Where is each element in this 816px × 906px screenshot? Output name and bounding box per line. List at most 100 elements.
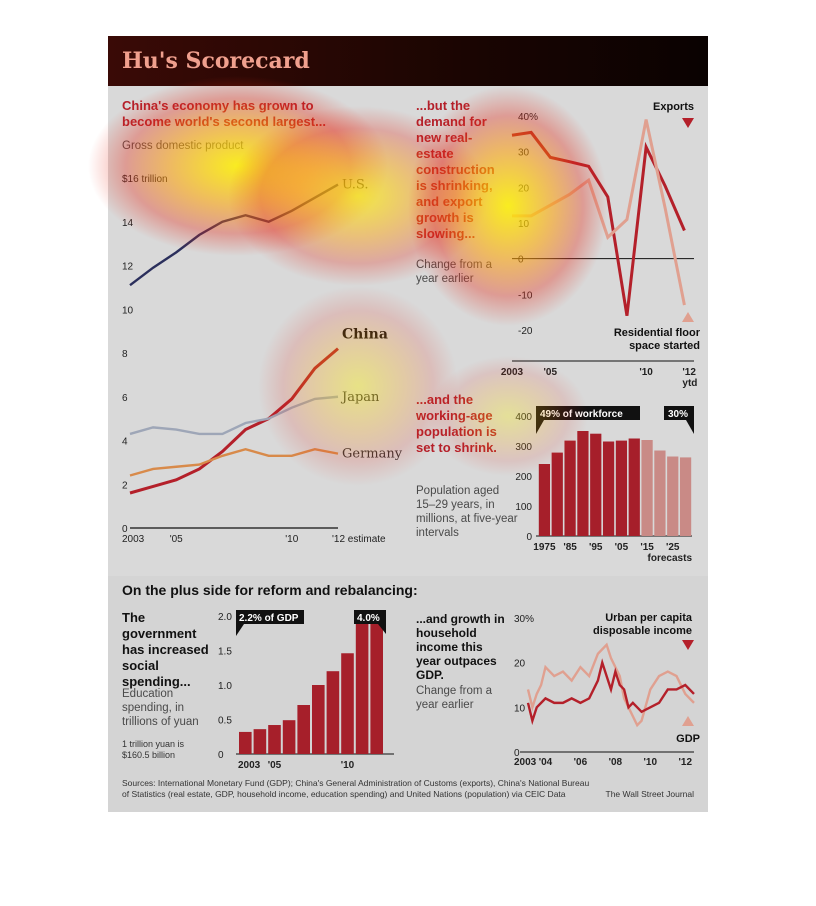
plus-side-title: On the plus side for reform and rebalanc… <box>122 582 418 598</box>
exports-x-tick: '12 ytd <box>682 367 697 389</box>
population-x-tick: '15 <box>640 542 654 553</box>
gdp-series-line <box>129 395 339 436</box>
population-annotation-box <box>536 406 640 420</box>
income-x-tick: '10 <box>644 757 658 768</box>
education-note: 1 trillion yuan is $160.5 billion <box>122 739 185 760</box>
exports-series-line <box>512 119 686 306</box>
exports-y-unit-label: 40% <box>518 112 538 123</box>
income-series-line <box>526 658 695 726</box>
exports-series-label: Exports <box>653 101 694 113</box>
population-bar <box>538 464 551 536</box>
population-y-tick: 300 <box>515 442 532 453</box>
education-bar <box>253 729 267 754</box>
population-bar <box>628 438 640 536</box>
population-bar <box>564 440 576 536</box>
gdp-series-line <box>129 347 339 495</box>
exports-y-tick: -10 <box>518 290 533 301</box>
education-bar <box>297 705 310 754</box>
population-subtitle: Population aged 15–29 years, in millions… <box>416 485 518 539</box>
income-series-line <box>526 642 695 728</box>
population-bar <box>667 456 679 536</box>
income-y-tick: 20 <box>514 659 526 670</box>
population-y-tick: 400 <box>515 412 532 423</box>
charts-layer: $16 trillion 0 2 4 6 8 10 12 14 2003 '05 '10 '12 est… <box>122 101 701 771</box>
gdp-series-label: China <box>342 327 388 343</box>
infographic-card: Hu's Scorecard China's economy has grown… <box>88 36 708 812</box>
income-y-unit-label: 30% <box>514 614 534 625</box>
population-annotation-pointer <box>536 420 544 434</box>
exports-series-line <box>511 130 686 316</box>
population-x-tick: '95 <box>589 542 603 553</box>
education-subtitle: Education spending, in trillions of yuan <box>122 688 199 728</box>
population-bar <box>615 440 628 536</box>
population-annotation-box <box>664 406 694 420</box>
population-y-tick: 200 <box>515 472 532 483</box>
gdp-x-tick: '12 estimate <box>332 534 386 545</box>
education-annotation-pointer <box>236 624 244 636</box>
gdp-y-tick: 10 <box>122 305 134 316</box>
education-bar <box>312 685 325 754</box>
gdp-y-tick: 6 <box>122 393 128 404</box>
exports-y-tick: -20 <box>518 326 533 337</box>
population-x-tick: 1975 <box>533 542 556 553</box>
gdp-x-tick: '05 <box>170 534 183 545</box>
education-annotation-label: 2.2% of GDP <box>239 613 299 624</box>
income-y-tick: 10 <box>514 703 526 714</box>
education-bar <box>370 610 383 754</box>
education-bar <box>268 725 281 754</box>
education-x-tick: '05 <box>268 760 282 771</box>
education-bar <box>341 653 354 754</box>
gdp-series-line <box>129 448 339 477</box>
income-x-tick: '06 <box>574 757 588 768</box>
population-bar <box>551 452 563 536</box>
education-bar <box>282 720 296 754</box>
population-bar <box>679 457 692 536</box>
exports-x-tick: 2003 <box>501 367 524 378</box>
gdp-y-tick: 0 <box>122 524 128 535</box>
exports-y-tick: 0 <box>518 255 524 266</box>
income-series-label: Urban per capita disposable income <box>593 612 693 637</box>
gdp-x-tick: '10 <box>285 534 298 545</box>
floor-space-series-label: Residential floor space started <box>614 327 701 352</box>
education-annotation-label: 4.0% <box>357 613 380 624</box>
population-x-tick: '05 <box>615 542 629 553</box>
exports-x-tick-part: ytd <box>682 378 697 389</box>
exports-x-tick: '10 <box>639 367 653 378</box>
population-headline: ...and the working-age population is set… <box>416 392 497 455</box>
gdp-series-label: Japan <box>340 390 380 405</box>
credit: The Wall Street Journal <box>605 789 695 799</box>
gdp-growth-marker <box>682 716 694 726</box>
population-bar <box>654 450 666 536</box>
gdp-x-tick: 2003 <box>122 534 145 545</box>
floor-space-marker <box>682 312 694 322</box>
gdp-y-tick: 12 <box>122 262 134 273</box>
exports-x-tick: '05 <box>544 367 558 378</box>
income-subtitle: Change from a year earlier <box>416 685 493 711</box>
gdp-series-label: Germany <box>342 447 403 462</box>
floor-space-series-label-part: space started <box>629 340 700 352</box>
population-bar <box>641 440 653 536</box>
education-y-tick: 2.0 <box>218 612 232 623</box>
education-x-tick: '10 <box>341 760 355 771</box>
exports-y-tick: 30 <box>518 148 530 159</box>
gdp-y-unit-label: $16 trillion <box>122 174 168 185</box>
education-bar <box>326 671 340 754</box>
floor-space-series-label-part: Residential floor <box>614 327 701 339</box>
exports-y-tick: 10 <box>518 219 530 230</box>
education-bar <box>355 621 369 754</box>
population-bar <box>590 433 602 536</box>
gdp-y-tick: 8 <box>122 349 128 360</box>
gdp-growth-series-label: GDP <box>676 733 700 745</box>
exports-marker <box>682 118 694 128</box>
income-headline: ...and growth in household income this y… <box>416 612 505 682</box>
population-y-tick: 0 <box>526 532 532 543</box>
gdp-y-tick: 2 <box>122 480 128 491</box>
education-bar <box>239 731 252 754</box>
education-y-tick: 1.5 <box>218 647 232 658</box>
gdp-y-tick: 14 <box>122 218 134 229</box>
income-x-tick: '04 <box>539 757 553 768</box>
education-y-tick: 0.5 <box>218 716 232 727</box>
education-annotation-box <box>354 610 386 624</box>
income-marker <box>682 640 694 650</box>
population-bar <box>577 431 589 536</box>
